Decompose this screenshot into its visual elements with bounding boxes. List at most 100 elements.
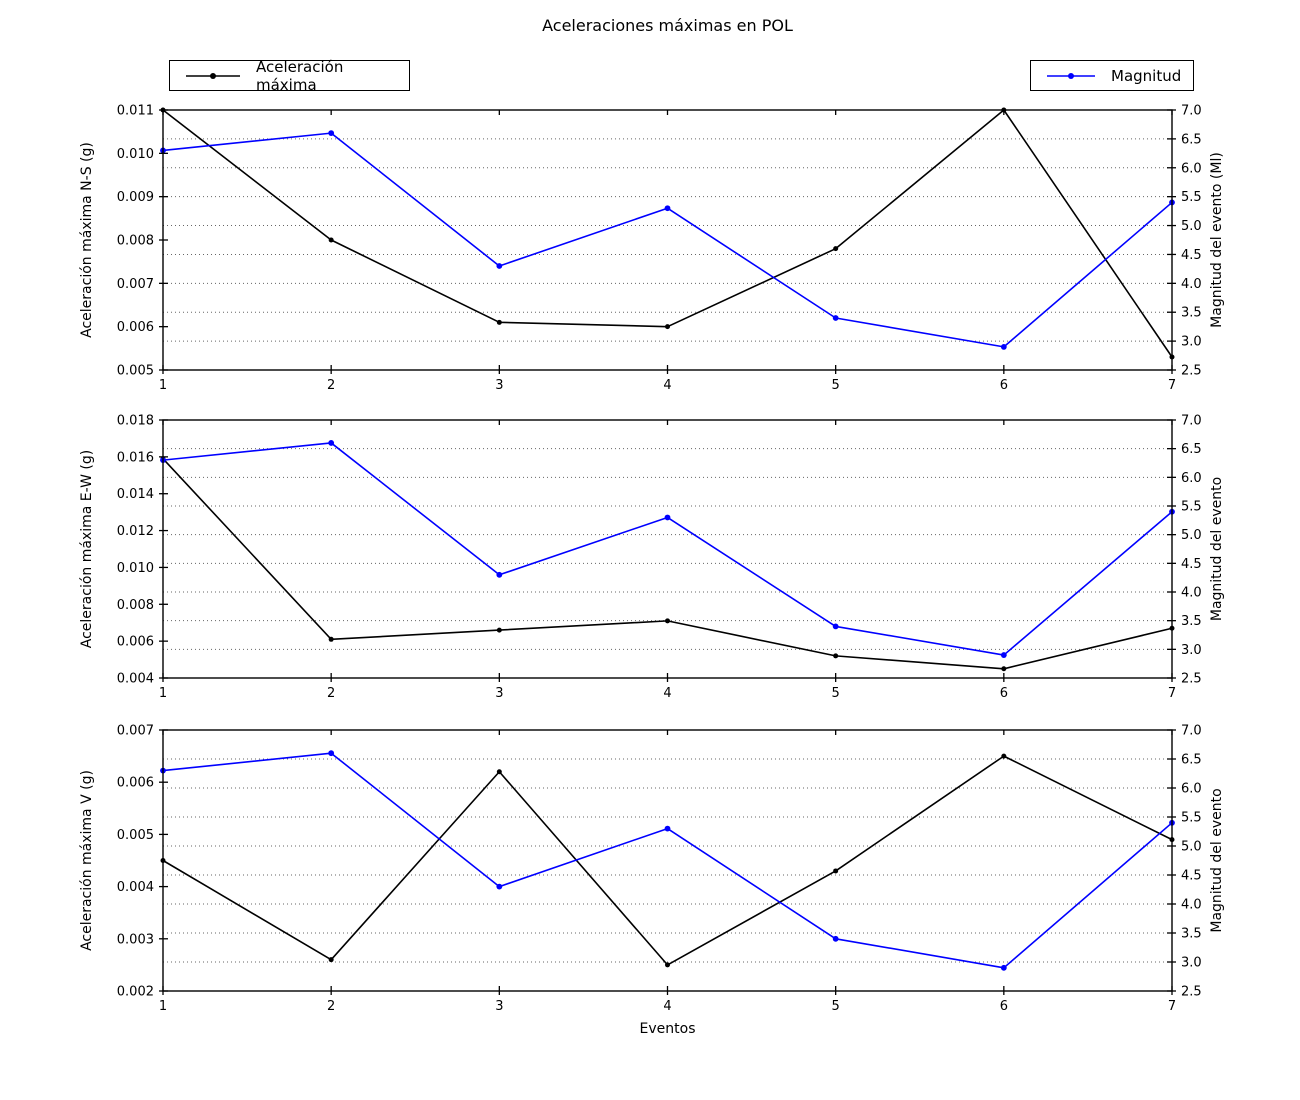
y-axis-tick-label-right: 7.0 xyxy=(1181,104,1202,119)
y-axis-tick-label-right: 5.5 xyxy=(1181,811,1202,826)
y-axis-tick-label-right: 6.5 xyxy=(1181,753,1202,768)
y-axis-tick-label-left: 0.010 xyxy=(117,147,154,162)
y-axis-tick-label-left: 0.011 xyxy=(117,104,154,119)
series-marker-acceleration xyxy=(1001,666,1007,672)
x-axis-tick-label: 6 xyxy=(1000,999,1008,1014)
y-axis-tick-label-right: 7.0 xyxy=(1181,724,1202,739)
series-line-acceleration xyxy=(162,109,1173,358)
y-axis-tick-label-left: 0.016 xyxy=(117,450,154,465)
y-axis-tick-label-right: 5.0 xyxy=(1181,219,1202,234)
x-axis-tick-label: 3 xyxy=(495,999,503,1014)
y-axis-tick-label-left: 0.010 xyxy=(117,561,154,576)
y-axis-tick-label-right: 5.5 xyxy=(1181,190,1202,205)
series-marker-magnitude xyxy=(1000,343,1007,350)
y-axis-tick-label-right: 5.0 xyxy=(1181,840,1202,855)
series-marker-magnitude xyxy=(832,935,839,942)
y-axis-title-right: Magnitud del evento (Ml) xyxy=(1209,152,1225,328)
x-axis-tick-label: 5 xyxy=(832,999,840,1014)
x-axis-tick-label: 3 xyxy=(495,686,503,701)
axes-frame xyxy=(162,419,1173,679)
series-marker-acceleration xyxy=(496,319,502,325)
series-marker-acceleration xyxy=(833,246,839,252)
y-axis-title-right: Magnitud del evento xyxy=(1209,788,1225,932)
y-axis-tick-label-right: 6.0 xyxy=(1181,161,1202,176)
y-axis-tick-label-left: 0.006 xyxy=(117,320,154,335)
y-axis-tick-label-right: 4.5 xyxy=(1181,248,1202,263)
y-axis-tick-label-right: 6.5 xyxy=(1181,442,1202,457)
y-axis-tick-label-left: 0.006 xyxy=(117,635,154,650)
x-axis-tick-label: 2 xyxy=(327,686,335,701)
axes-frame xyxy=(162,729,1173,992)
y-axis-tick-label-right: 6.5 xyxy=(1181,132,1202,147)
series-marker-acceleration xyxy=(328,636,334,642)
y-axis-tick-label-right: 3.0 xyxy=(1181,956,1202,971)
series-marker-magnitude xyxy=(496,571,503,578)
y-axis-tick-label-right: 2.5 xyxy=(1181,985,1202,1000)
y-axis-tick-label-left: 0.008 xyxy=(117,234,154,249)
y-axis-tick-label-left: 0.007 xyxy=(117,724,154,739)
legend-magnitude-line-sample xyxy=(1047,72,1095,79)
chart-title: Aceleraciones máximas en POL xyxy=(542,16,793,35)
x-axis-title: Eventos xyxy=(640,1021,696,1037)
series-marker-acceleration xyxy=(665,962,670,968)
series-marker-acceleration xyxy=(833,868,839,874)
y-axis-title-left: Aceleración máxima N-S (g) xyxy=(79,142,95,338)
y-axis-tick-label-right: 5.0 xyxy=(1181,528,1202,543)
y-axis-tick-label-left: 0.002 xyxy=(117,985,154,1000)
y-axis-tick-label-right: 6.0 xyxy=(1181,782,1202,797)
x-axis-tick-label: 2 xyxy=(327,378,335,393)
series-marker-magnitude xyxy=(496,883,503,890)
x-axis-tick-label: 6 xyxy=(1000,686,1008,701)
y-axis-title-left: Aceleración máxima E-W (g) xyxy=(79,450,95,648)
series-marker-magnitude xyxy=(1000,652,1007,658)
y-axis-tick-label-right: 3.5 xyxy=(1181,927,1202,942)
x-axis-tick-label: 5 xyxy=(832,378,840,393)
x-axis-tick-label: 4 xyxy=(663,686,671,701)
x-axis-tick-label: 1 xyxy=(159,378,167,393)
y-axis-tick-label-left: 0.004 xyxy=(117,672,154,687)
series-marker-magnitude xyxy=(832,623,839,630)
x-axis-tick-label: 7 xyxy=(1168,686,1176,701)
series-marker-magnitude xyxy=(664,825,671,832)
y-axis-tick-label-left: 0.018 xyxy=(117,414,154,429)
series-marker-acceleration xyxy=(1001,753,1007,759)
y-axis-title-right: Magnitud del evento xyxy=(1209,477,1225,621)
y-axis-tick-label-right: 3.5 xyxy=(1181,306,1202,321)
series-marker-magnitude xyxy=(832,315,839,321)
series-marker-magnitude xyxy=(328,750,335,757)
legend-acceleration-line-sample xyxy=(186,72,240,79)
y-axis-tick-label-right: 4.5 xyxy=(1181,557,1202,572)
series-line-magnitude xyxy=(162,132,1173,348)
x-axis-tick-label: 7 xyxy=(1168,378,1176,393)
x-axis-tick-label: 2 xyxy=(327,999,335,1014)
y-axis-tick-label-left: 0.005 xyxy=(117,828,154,843)
series-marker-magnitude xyxy=(1000,964,1007,971)
x-axis-tick-label: 1 xyxy=(159,999,167,1014)
y-axis-title-left: Aceleración máxima V (g) xyxy=(79,770,95,951)
series-marker-acceleration xyxy=(833,653,839,659)
x-axis-tick-label: 6 xyxy=(1000,378,1008,393)
legend-acceleration-label: Aceleración máxima xyxy=(256,57,344,94)
series-marker-magnitude xyxy=(328,130,335,137)
series-line-magnitude xyxy=(162,752,1173,969)
y-axis-tick-label-right: 3.5 xyxy=(1181,614,1202,629)
y-axis-tick-label-left: 0.003 xyxy=(117,932,154,947)
x-axis-tick-label: 4 xyxy=(663,378,671,393)
x-axis-tick-label: 5 xyxy=(832,686,840,701)
y-axis-tick-label-right: 3.0 xyxy=(1181,335,1202,350)
x-axis-tick-label: 3 xyxy=(495,378,503,393)
series-marker-acceleration xyxy=(496,627,502,633)
x-axis-tick-label: 7 xyxy=(1168,999,1176,1014)
legend-magnitude-label: Magnitud xyxy=(1111,66,1182,85)
series-marker-acceleration xyxy=(328,237,334,243)
y-axis-tick-label-right: 4.5 xyxy=(1181,869,1202,884)
y-axis-tick-label-left: 0.014 xyxy=(117,487,154,502)
y-axis-tick-label-right: 4.0 xyxy=(1181,277,1202,292)
y-axis-tick-label-right: 7.0 xyxy=(1181,414,1202,429)
series-marker-magnitude xyxy=(496,263,503,269)
y-axis-tick-label-right: 5.5 xyxy=(1181,500,1202,515)
x-axis-tick-label: 4 xyxy=(663,999,671,1014)
y-axis-tick-label-left: 0.004 xyxy=(117,880,154,895)
